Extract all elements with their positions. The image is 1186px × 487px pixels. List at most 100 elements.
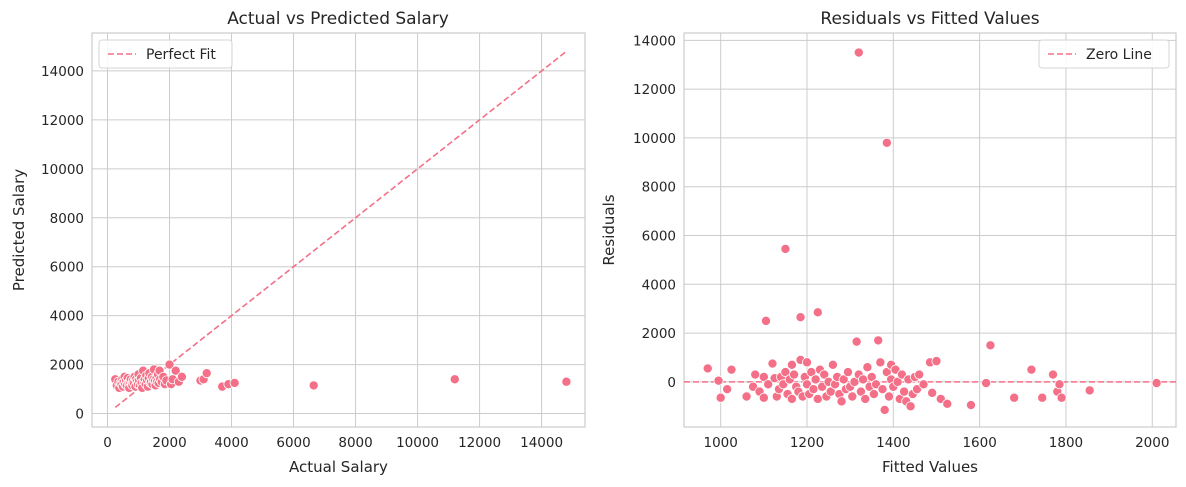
data-point — [201, 368, 212, 379]
y-tick-label: 6000 — [50, 260, 84, 276]
y-tick-label: 4000 — [50, 309, 84, 325]
data-point — [812, 307, 823, 318]
x-tick-label: 1000 — [704, 435, 738, 451]
data-point — [176, 371, 187, 382]
data-point — [981, 378, 992, 389]
data-point — [780, 243, 791, 254]
data-point — [786, 359, 797, 370]
data-point — [851, 336, 862, 347]
y-tick-label: 2000 — [50, 358, 84, 374]
legend-entry: Zero Line — [1086, 47, 1152, 63]
y-axis-label: Predicted Salary — [10, 169, 28, 291]
y-tick-label: 8000 — [642, 180, 676, 196]
data-point — [763, 379, 774, 390]
y-tick-label: 10000 — [633, 131, 676, 147]
data-point — [1009, 392, 1020, 403]
data-point — [918, 379, 929, 390]
data-point — [877, 384, 888, 395]
y-tick-label: 6000 — [642, 228, 676, 244]
data-point — [1084, 385, 1095, 396]
data-point — [808, 384, 819, 395]
data-point — [862, 362, 873, 373]
x-tick-label: 1400 — [876, 435, 910, 451]
data-point — [847, 391, 858, 402]
x-tick-label: 6000 — [276, 435, 310, 451]
data-point — [985, 340, 996, 351]
data-point — [860, 393, 871, 404]
x-tick-label: 1800 — [1049, 435, 1083, 451]
data-point — [170, 365, 181, 376]
data-point — [899, 386, 910, 397]
x-tick-label: 2000 — [152, 435, 186, 451]
data-point — [761, 315, 772, 326]
data-point — [838, 374, 849, 385]
data-point — [449, 374, 460, 385]
x-tick-label: 12000 — [458, 435, 501, 451]
data-point — [308, 380, 319, 391]
x-tick-label: 14000 — [520, 435, 563, 451]
data-point — [741, 391, 752, 402]
data-point — [789, 369, 800, 380]
data-point — [927, 387, 938, 398]
axes-frame — [683, 32, 1177, 428]
data-point — [942, 398, 953, 409]
y-tick-label: 2000 — [642, 326, 676, 342]
data-point — [810, 374, 821, 385]
data-point — [802, 357, 813, 368]
y-tick-label: 10000 — [41, 162, 84, 178]
residuals-vs-fitted-panel: 1000 1200 1400 1600 1800 2000 0 2000 4000 6000 800… — [600, 9, 1177, 476]
data-point — [1056, 392, 1067, 403]
data-point — [786, 393, 797, 404]
y-tick-label: 4000 — [642, 277, 676, 293]
data-point — [873, 335, 884, 346]
data-point — [884, 391, 895, 402]
legend-entry: Perfect Fit — [146, 47, 216, 63]
data-point — [819, 369, 830, 380]
x-tick-label: 0 — [103, 435, 112, 451]
data-point — [881, 137, 892, 148]
legend-box — [98, 39, 233, 69]
y-axis-label: Residuals — [600, 194, 618, 265]
data-point — [827, 359, 838, 370]
x-tick-label: 4000 — [214, 435, 248, 451]
data-point — [750, 369, 761, 380]
x-tick-label: 10000 — [396, 435, 439, 451]
data-point — [858, 374, 869, 385]
chart-title: Actual vs Predicted Salary — [227, 9, 449, 29]
perfect-fit-line — [114, 50, 567, 409]
x-tick-label: 1600 — [962, 435, 996, 451]
y-tick-label: 12000 — [41, 113, 84, 129]
data-point — [758, 392, 769, 403]
data-point — [713, 375, 724, 386]
data-point — [164, 359, 175, 370]
data-point — [855, 386, 866, 397]
data-point — [866, 371, 877, 382]
data-point — [836, 396, 847, 407]
y-tick-label: 0 — [75, 407, 84, 423]
data-point — [1037, 392, 1048, 403]
data-point — [1151, 378, 1162, 389]
axes-frame — [91, 32, 586, 428]
actual-vs-predicted-panel: 0 2000 4000 6000 8000 10000 12000 14000 0 2000 400… — [10, 9, 586, 476]
x-axis-label: Actual Salary — [289, 458, 388, 476]
data-point — [1048, 369, 1059, 380]
data-point — [843, 367, 854, 378]
data-point — [875, 357, 886, 368]
x-tick-label: 2000 — [1135, 435, 1169, 451]
data-point — [758, 371, 769, 382]
x-tick-label: 1200 — [790, 435, 824, 451]
legend-box — [1038, 39, 1170, 69]
y-tick-label: 12000 — [633, 82, 676, 98]
data-point — [1054, 379, 1065, 390]
data-point — [561, 376, 572, 387]
data-point — [795, 312, 806, 323]
y-tick-label: 8000 — [50, 211, 84, 227]
data-point — [892, 376, 903, 387]
data-point — [931, 356, 942, 367]
data-point — [726, 364, 737, 375]
data-point — [868, 389, 879, 400]
data-point — [229, 377, 240, 388]
data-point — [966, 400, 977, 411]
data-point — [853, 47, 864, 58]
